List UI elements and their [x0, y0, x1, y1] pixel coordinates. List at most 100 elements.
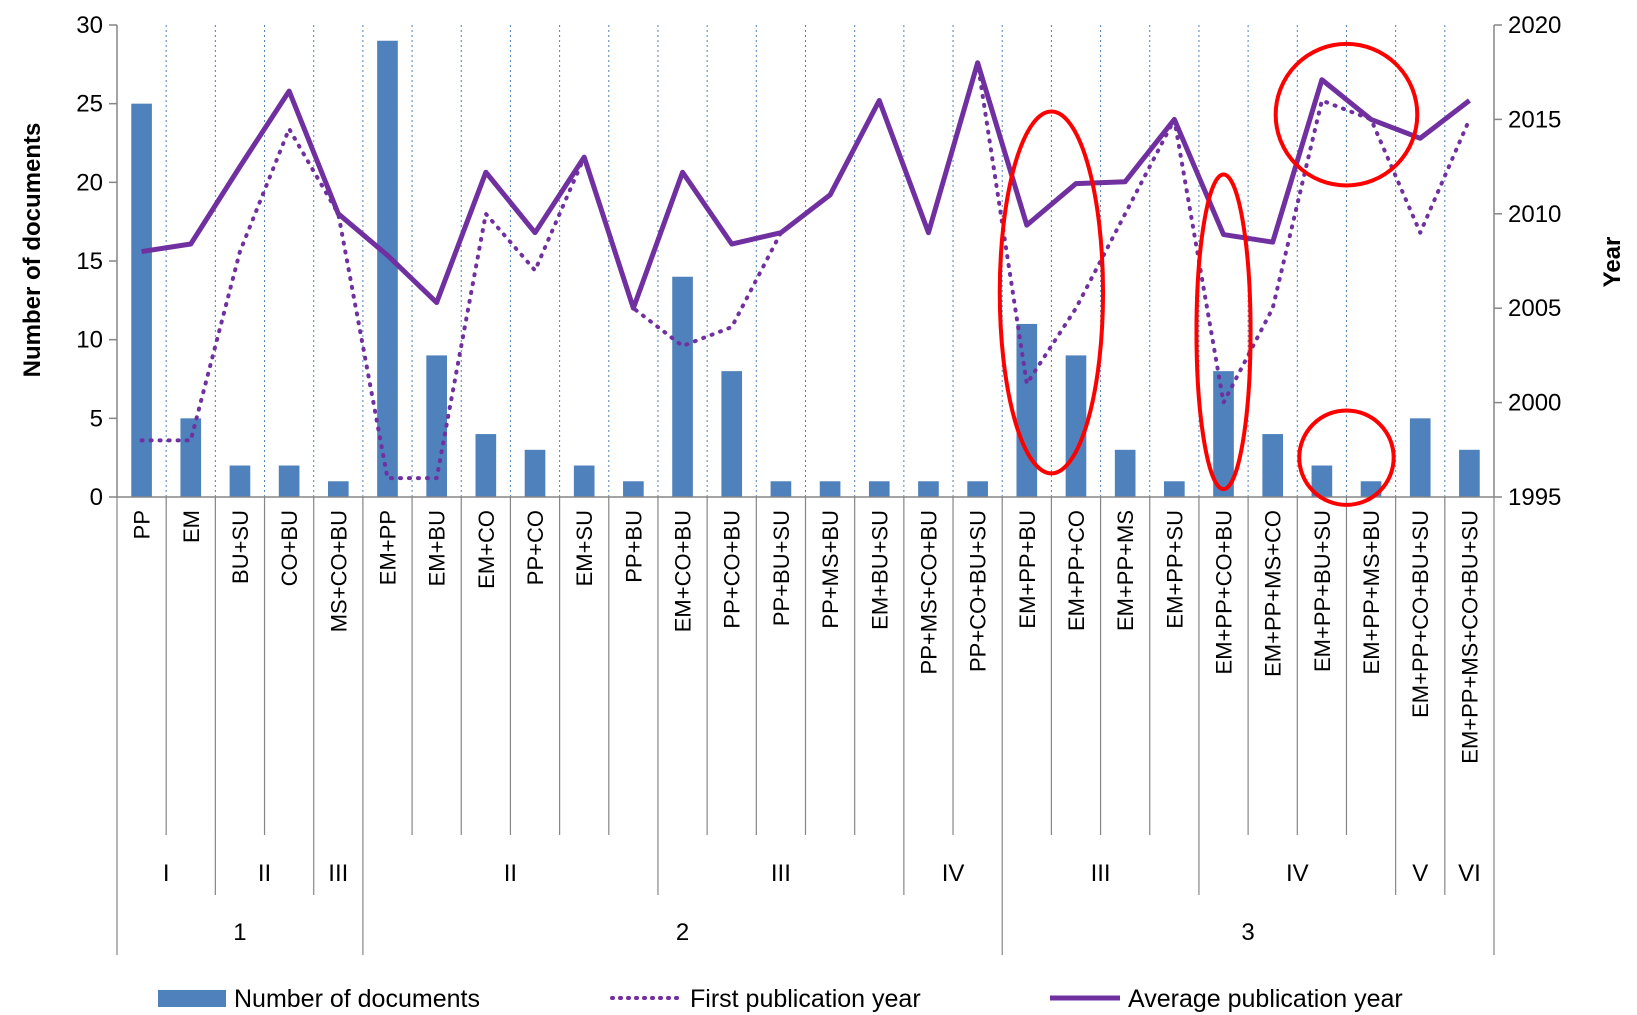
bar [1016, 323, 1038, 497]
annotations [997, 41, 1420, 507]
category-label: EM+PP+CO [1064, 510, 1089, 631]
category-label: EM+PP+SU [1162, 510, 1187, 629]
legend: Number of documents First publication ye… [158, 985, 1403, 1013]
y-tick-label: 0 [90, 484, 103, 511]
series-line-first-year [139, 60, 1472, 481]
bar [377, 40, 398, 497]
y2-tick-label: 2010 [1508, 201, 1561, 228]
bar [524, 449, 546, 497]
category-label: EM [179, 510, 204, 543]
tick-labels: 0 5 10 15 20 25 30 1995 2000 2005 2010 2015 2020 [76, 12, 1561, 511]
annotation-ellipse [1194, 172, 1253, 492]
group-label-level1: 1 [233, 919, 246, 946]
group-label-level1: 3 [1241, 919, 1254, 946]
line-series [139, 60, 1472, 481]
bar-series [131, 40, 1480, 498]
axes [109, 24, 1502, 955]
bar [918, 481, 939, 497]
bar [967, 481, 988, 497]
y-tick-label: 10 [76, 327, 103, 354]
category-label: EM+PP+MS+BU [1359, 510, 1384, 674]
series-line-average-year [141, 60, 1471, 311]
bar [1409, 418, 1431, 497]
category-label: EM+SU [572, 510, 597, 586]
group-label-level1: 2 [676, 919, 689, 946]
bar [1311, 465, 1333, 497]
category-label: PP [130, 510, 155, 539]
y-tick-label: 30 [76, 12, 103, 39]
bar [573, 465, 595, 497]
annotation-ellipse [997, 109, 1106, 476]
bar [180, 418, 202, 497]
y-tick-label: 15 [76, 248, 103, 275]
category-label: EM+PP+MS [1113, 510, 1138, 631]
category-label: EM+PP+CO+BU [1212, 510, 1237, 674]
category-label: EM+PP+BU [1015, 510, 1040, 629]
y2-tick-label: 2015 [1508, 106, 1561, 133]
category-label: EM+PP+MS+CO+BU+SU [1457, 510, 1482, 764]
annotation-ellipse [1297, 408, 1396, 507]
bar [819, 481, 841, 497]
y2-axis-title: Year [1599, 237, 1626, 288]
category-label: EM+PP+BU+SU [1310, 510, 1335, 672]
bar [1262, 434, 1284, 497]
bar [623, 481, 644, 497]
category-label: BU+SU [228, 510, 253, 584]
group-labels: I II III II III IV III IV V VI1 2 3 [163, 860, 1481, 946]
category-label: PP+CO+BU+SU [966, 510, 991, 672]
y2-tick-label: 2020 [1508, 12, 1561, 39]
bar [672, 276, 693, 497]
group-label-level2: III [328, 860, 348, 887]
category-label: EM+CO [474, 510, 499, 589]
bar [1065, 355, 1087, 497]
group-label-level2: II [504, 860, 517, 887]
group-label-level2: IV [942, 860, 965, 887]
annotation-ellipse [1273, 41, 1420, 188]
category-label: PP+MS+BU [818, 510, 843, 629]
category-label: EM+PP [375, 510, 400, 585]
category-label: EM+PP+MS+CO [1261, 510, 1286, 677]
y-tick-label: 25 [76, 91, 103, 118]
y2-tick-label: 2000 [1508, 390, 1561, 417]
group-label-level2: IV [1286, 860, 1309, 887]
gridlines [165, 25, 1446, 497]
bar [1459, 449, 1480, 497]
y-tick-label: 5 [90, 405, 103, 432]
legend-label-avg-year: Average publication year [1128, 985, 1403, 1013]
category-label: PP+CO [523, 510, 548, 585]
category-label: PP+BU [621, 510, 646, 583]
category-label: EM+CO+BU [671, 510, 696, 632]
y2-tick-label: 2005 [1508, 295, 1561, 322]
category-label: PP+CO+BU [720, 510, 745, 629]
bar [868, 481, 890, 497]
bar [229, 465, 251, 497]
group-label-level2: V [1412, 860, 1428, 887]
category-label: PP+MS+CO+BU [916, 510, 941, 674]
y-tick-label: 20 [76, 169, 103, 196]
group-label-level2: II [258, 860, 271, 887]
group-label-level2: VI [1458, 860, 1481, 887]
category-label: PP+BU+SU [769, 510, 794, 626]
legend-label-first-year: First publication year [690, 985, 921, 1013]
bar [721, 371, 743, 497]
y2-tick-label: 1995 [1508, 484, 1561, 511]
group-label-level2: III [1091, 860, 1111, 887]
bar [426, 355, 447, 497]
category-label: MS+CO+BU [326, 510, 351, 632]
y-axis-title: Number of documents [19, 123, 46, 378]
bar [770, 481, 792, 497]
bar [131, 103, 152, 498]
legend-label-bars: Number of documents [234, 985, 480, 1013]
legend-swatch-bars [158, 990, 226, 1007]
category-label: EM+PP+CO+BU+SU [1408, 510, 1433, 718]
category-label: CO+BU [277, 510, 302, 586]
bar [475, 434, 497, 497]
category-label: EM+BU+SU [867, 510, 892, 630]
group-label-level2: III [771, 860, 791, 887]
group-label-level2: I [163, 860, 170, 887]
category-label: EM+BU [425, 510, 450, 586]
category-labels: PP EM BU+SU CO+BU MS+CO+BU EM+PP EM+BU EM+CO PP+… [130, 510, 1483, 764]
bar [278, 465, 300, 497]
bar [1213, 371, 1234, 497]
